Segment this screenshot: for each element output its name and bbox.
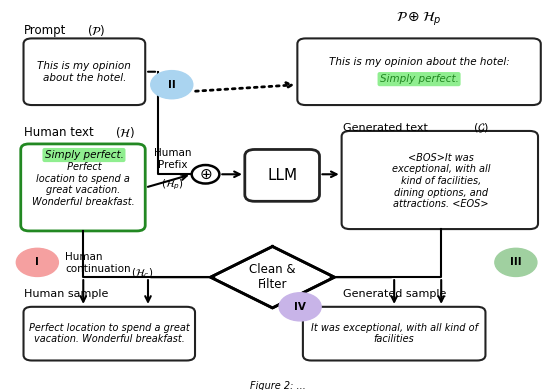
Text: This is my opinion about the hotel:: This is my opinion about the hotel:: [329, 57, 509, 67]
Text: Human text: Human text: [23, 126, 93, 138]
Text: Human
Prefix: Human Prefix: [154, 148, 192, 170]
Polygon shape: [211, 246, 334, 308]
Text: Generated sample: Generated sample: [343, 289, 446, 299]
Text: II: II: [168, 80, 176, 90]
Text: Simply perfect.: Simply perfect.: [380, 74, 459, 84]
Text: Human sample: Human sample: [23, 289, 108, 299]
Text: Perfect
location to spend a
great vacation.
Wonderful breakfast.: Perfect location to spend a great vacati…: [32, 162, 135, 207]
Text: This is my opinion
about the hotel.: This is my opinion about the hotel.: [37, 61, 131, 83]
Circle shape: [151, 71, 193, 99]
FancyBboxPatch shape: [297, 38, 541, 105]
Text: <BOS>It was
exceptional, with all
kind of facilities,
dining options, and
attrac: <BOS>It was exceptional, with all kind o…: [392, 153, 490, 209]
Text: $(\mathcal{H})$: $(\mathcal{H})$: [115, 124, 135, 140]
Text: It was exceptional, with all kind of
facilities: It was exceptional, with all kind of fac…: [311, 323, 478, 344]
Text: Clean &
Filter: Clean & Filter: [249, 263, 296, 291]
Text: I: I: [36, 257, 39, 268]
Circle shape: [16, 248, 58, 277]
Text: $\mathcal{P} \oplus \mathcal{H}_p$: $\mathcal{P} \oplus \mathcal{H}_p$: [396, 11, 442, 28]
Text: Simply perfect.: Simply perfect.: [44, 150, 123, 160]
FancyBboxPatch shape: [21, 144, 145, 231]
Text: Perfect location to spend a great
vacation. Wonderful breakfast.: Perfect location to spend a great vacati…: [29, 323, 190, 344]
Circle shape: [495, 248, 537, 277]
FancyBboxPatch shape: [245, 149, 320, 201]
Text: $\oplus$: $\oplus$: [199, 167, 212, 182]
Text: $(\mathcal{H}_c)$: $(\mathcal{H}_c)$: [131, 267, 153, 280]
FancyBboxPatch shape: [303, 307, 485, 360]
Text: Human
continuation: Human continuation: [65, 252, 131, 274]
Text: IV: IV: [294, 302, 306, 312]
Text: Prompt: Prompt: [23, 24, 66, 37]
Text: Figure 2: ...: Figure 2: ...: [250, 381, 306, 390]
Text: $(\mathcal{P})$: $(\mathcal{P})$: [87, 23, 105, 38]
Text: $(\mathcal{G})$: $(\mathcal{G})$: [473, 121, 489, 135]
FancyBboxPatch shape: [23, 38, 145, 105]
FancyBboxPatch shape: [341, 131, 538, 229]
Text: Generated text: Generated text: [343, 123, 428, 133]
Text: LLM: LLM: [267, 168, 297, 183]
Text: III: III: [510, 257, 522, 268]
Text: $(\mathcal{H}_p)$: $(\mathcal{H}_p)$: [161, 177, 184, 192]
Circle shape: [192, 165, 220, 184]
Circle shape: [279, 293, 321, 321]
FancyBboxPatch shape: [23, 307, 195, 360]
